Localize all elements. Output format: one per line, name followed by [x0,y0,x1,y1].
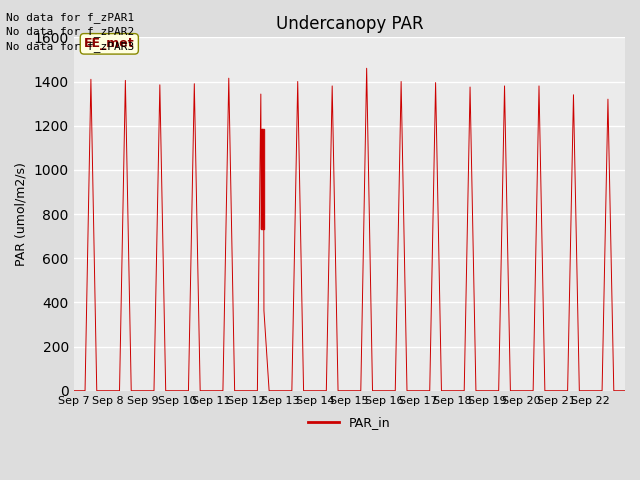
Text: No data for f_zPAR1: No data for f_zPAR1 [6,12,134,23]
Title: Undercanopy PAR: Undercanopy PAR [276,15,423,33]
Text: No data for f_zPAR3: No data for f_zPAR3 [6,41,134,52]
Text: No data for f_zPAR2: No data for f_zPAR2 [6,26,134,37]
Y-axis label: PAR (umol/m2/s): PAR (umol/m2/s) [15,162,28,266]
Text: EE_met: EE_met [84,37,134,50]
Legend: PAR_in: PAR_in [303,411,396,434]
